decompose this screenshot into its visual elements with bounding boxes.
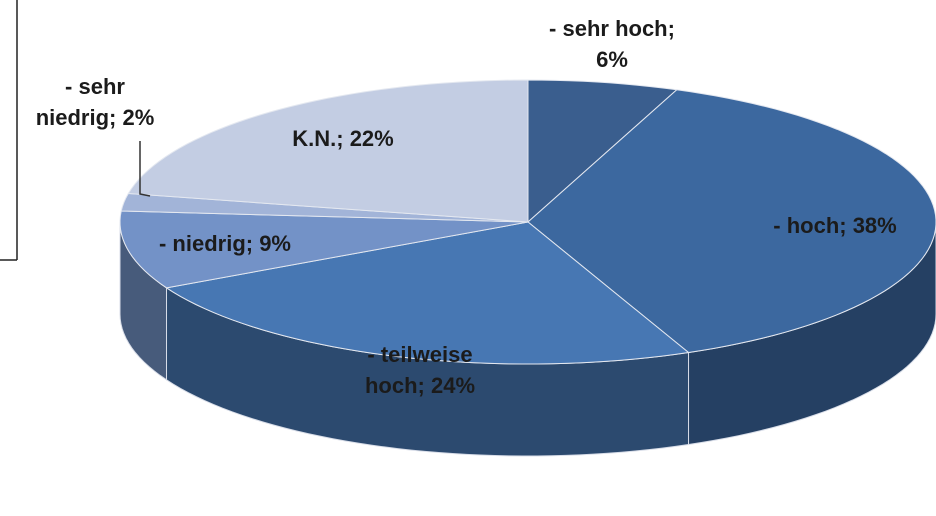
data-label: - sehr hoch; 6% bbox=[549, 16, 675, 72]
data-label: K.N.; 22% bbox=[292, 126, 393, 151]
data-label: - teilweise hoch; 24% bbox=[365, 342, 475, 398]
pie-labels: - sehr hoch; 6% - hoch; 38% - teilweise hoch… bbox=[36, 16, 897, 398]
pie-tops bbox=[119, 79, 936, 365]
leader-line bbox=[139, 141, 151, 197]
data-label: - hoch; 38% bbox=[773, 213, 896, 238]
pie-slice bbox=[165, 221, 690, 365]
pie-slice bbox=[127, 79, 529, 223]
data-label: - niedrig; 9% bbox=[159, 231, 291, 256]
pie-slice bbox=[527, 79, 678, 224]
data-label: - sehr niedrig; 2% bbox=[36, 74, 155, 130]
pie-slice bbox=[119, 210, 529, 289]
